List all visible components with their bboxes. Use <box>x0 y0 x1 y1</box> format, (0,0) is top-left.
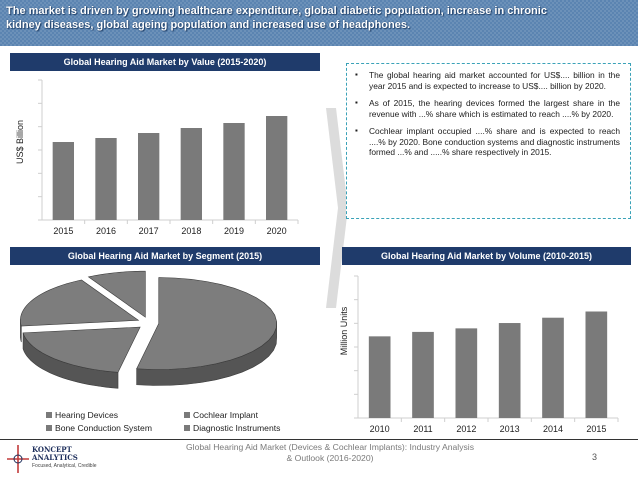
bar-2017 <box>138 133 160 220</box>
x-tick-label: 2010 <box>370 424 390 434</box>
banner-line-2: kidney diseases, global ageing populatio… <box>6 19 411 31</box>
bar-2015 <box>52 142 74 220</box>
legend-label: Hearing Devices <box>55 410 119 420</box>
bullet-square-icon: ▪ <box>355 98 358 107</box>
pie-slice-bone-conduction-system <box>20 279 140 343</box>
segment-chart-title: Global Hearing Aid Market by Segment (20… <box>10 247 320 265</box>
legend-label: Cochlear Implant <box>193 410 258 420</box>
x-tick-label: 2013 <box>500 424 520 434</box>
bullet-square-icon: ▪ <box>355 126 358 135</box>
pie-slice-top <box>20 279 140 327</box>
summary-text: The global hearing aid market accounted … <box>369 70 620 91</box>
value-chart: US$ Billion 2015 2016 2017 2018 2019 2020 <box>0 72 320 242</box>
x-tick-label: 2014 <box>543 424 563 434</box>
legend-swatch <box>46 412 52 418</box>
summary-list: ▪ The global hearing aid market accounted… <box>351 70 620 158</box>
summary-text: As of 2015, the hearing devices formed t… <box>369 98 620 119</box>
legend-label: Diagnostic Instruments <box>193 423 281 433</box>
legend-item-cochlear-implant: Cochlear Implant <box>184 410 258 420</box>
logo-name: KONCEPT ANALYTICS <box>32 445 78 462</box>
pie-slice-hearing-devices <box>136 277 277 386</box>
bar-2014 <box>542 317 564 418</box>
value-chart-ylabel: US$ Billion <box>15 119 25 165</box>
x-tick-label: 2012 <box>456 424 476 434</box>
bar-2020 <box>266 116 288 220</box>
volume-bar-chart: 2010 2011 2012 2013 2014 2015 <box>354 275 619 434</box>
x-tick-label: 2015 <box>53 226 73 236</box>
x-tick-label: 2018 <box>181 226 201 236</box>
x-tick-label: 2019 <box>224 226 244 236</box>
pie-slice-diagnostic-instruments <box>87 270 146 318</box>
volume-chart-title: Global Hearing Aid Market by Volume (201… <box>342 247 631 265</box>
bar-2019 <box>223 123 245 220</box>
pie-slice-top <box>136 277 277 370</box>
x-tick-label: 2016 <box>96 226 116 236</box>
x-tick-label: 2020 <box>267 226 287 236</box>
volume-chart: Million Units 2010 2011 2012 2013 2014 2015 <box>330 268 638 438</box>
page-number: 3 <box>592 452 598 462</box>
pie-slice-cochlear-implant <box>22 326 141 389</box>
bar-2010 <box>368 336 391 418</box>
segment-chart <box>10 268 320 408</box>
summary-item: ▪ The global hearing aid market accounted… <box>351 70 620 91</box>
legend-swatch <box>184 412 190 418</box>
header-banner: The market is driven by growing healthca… <box>0 0 638 46</box>
bar-2011 <box>412 331 434 418</box>
value-chart-title: Global Hearing Aid Market by Value (2015… <box>10 53 320 71</box>
bar-2018 <box>180 128 202 220</box>
banner-line-1: The market is driven by growing healthca… <box>6 5 547 17</box>
legend-item-diagnostic: Diagnostic Instruments <box>184 423 280 433</box>
bar-2016 <box>95 138 117 220</box>
summary-box: ▪ The global hearing aid market accounted… <box>346 63 631 219</box>
value-bar-chart: 2015 2016 2017 2018 2019 2020 <box>38 79 299 236</box>
x-tick-label: 2011 <box>413 424 432 434</box>
x-tick-label: 2017 <box>139 226 159 236</box>
bar-2013 <box>498 323 521 418</box>
pie-slice-top <box>22 326 141 373</box>
summary-item: ▪ Cochlear implant occupied ....% share … <box>351 126 620 158</box>
volume-chart-ylabel: Million Units <box>339 306 349 356</box>
logo-tagline: Focused, Analytical, Credible <box>32 463 97 469</box>
chevron-right-icon <box>326 108 348 308</box>
summary-item: ▪ As of 2015, the hearing devices formed … <box>351 98 620 119</box>
company-logo: KONCEPT ANALYTICS Focused, Analytical, C… <box>6 442 96 476</box>
pie-slice-top <box>87 270 146 318</box>
logo-cross-icon <box>7 445 29 473</box>
bar-2012 <box>455 328 478 418</box>
footer-caption: Global Hearing Aid Market (Devices & Coc… <box>185 442 474 463</box>
legend-item-bone-conduction: Bone Conduction System <box>46 423 152 433</box>
legend-swatch <box>184 425 190 431</box>
segment-pie-chart <box>20 270 277 389</box>
summary-text: Cochlear implant occupied ....% share an… <box>369 126 620 157</box>
legend-label: Bone Conduction System <box>55 423 152 433</box>
footer-divider <box>0 439 638 440</box>
bullet-square-icon: ▪ <box>355 70 358 79</box>
bar-2015 <box>585 311 608 418</box>
x-tick-label: 2015 <box>586 424 606 434</box>
legend-item-hearing-devices: Hearing Devices <box>46 410 118 420</box>
legend-swatch <box>46 425 52 431</box>
